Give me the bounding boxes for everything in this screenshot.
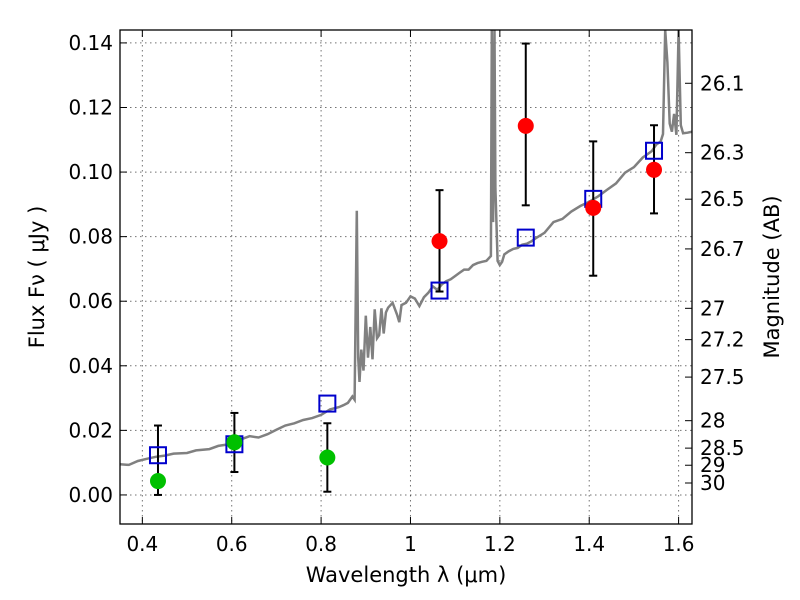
y2-tick-label: 30 (700, 471, 725, 495)
y-tick-label: 0.02 (68, 418, 113, 442)
x-tick-label: 1.6 (663, 532, 695, 556)
observed-point-marker (431, 233, 448, 250)
y-tick-label: 0.12 (68, 95, 113, 119)
y2-tick-label: 29 (700, 453, 725, 477)
y2-tick-label: 26.3 (700, 141, 745, 165)
y-tick-label: 0.14 (68, 31, 113, 55)
x-tick-label: 0.4 (126, 532, 158, 556)
observed-point-marker (226, 434, 243, 451)
y-tick-label: 0.04 (68, 354, 113, 378)
x-tick-label: 1.4 (573, 532, 605, 556)
error-bars (153, 42, 659, 496)
model-photometry-squares (148, 141, 664, 465)
observed-point-marker (319, 449, 336, 466)
y2-tick-label: 27.5 (700, 365, 745, 389)
observed-point-marker (646, 161, 663, 178)
observed-point-marker (585, 199, 602, 216)
y-tick-label: 0.10 (68, 160, 113, 184)
y-tick-label: 0.06 (68, 289, 113, 313)
y2-tick-label: 28 (700, 409, 725, 433)
x-tick-label: 1 (404, 532, 417, 556)
plot-area (120, 30, 692, 496)
y-axis-label: Flux Fν ( μJy ) (25, 206, 49, 349)
axis-ticks (120, 30, 692, 524)
model-square-marker (430, 281, 449, 300)
y2-tick-label: 27 (700, 296, 725, 320)
x-tick-label: 0.8 (305, 532, 337, 556)
x-tick-label: 1.2 (484, 532, 516, 556)
y2-tick-label: 28.5 (700, 436, 745, 460)
y-tick-label: 0.00 (68, 483, 113, 507)
model-square-marker (645, 141, 664, 160)
observed-photometry-points (149, 117, 663, 490)
model-square-marker (318, 394, 337, 413)
model-square-marker (516, 228, 535, 247)
model-square-marker (148, 446, 167, 465)
y-tick-label: 0.08 (68, 225, 113, 249)
observed-point-marker (517, 117, 534, 134)
y2-tick-label: 26.1 (700, 71, 745, 95)
x-tick-label: 0.6 (216, 532, 248, 556)
y2-axis-label: Magnitude (AB) (760, 195, 784, 358)
observed-point-marker (149, 473, 166, 490)
y2-tick-label: 26.7 (700, 237, 745, 261)
x-axis-label: Wavelength λ (μm) (306, 563, 507, 587)
model-spectrum-line (120, 30, 692, 467)
y2-tick-label: 26.5 (700, 187, 745, 211)
axes-frame (119, 29, 693, 525)
y2-tick-label: 27.2 (700, 328, 745, 352)
tick-labels: 0.4 0.6 0.8 1 1.2 1.4 1.6 0.00 0.02 0.04 0.06 0.08 0… (68, 31, 744, 556)
